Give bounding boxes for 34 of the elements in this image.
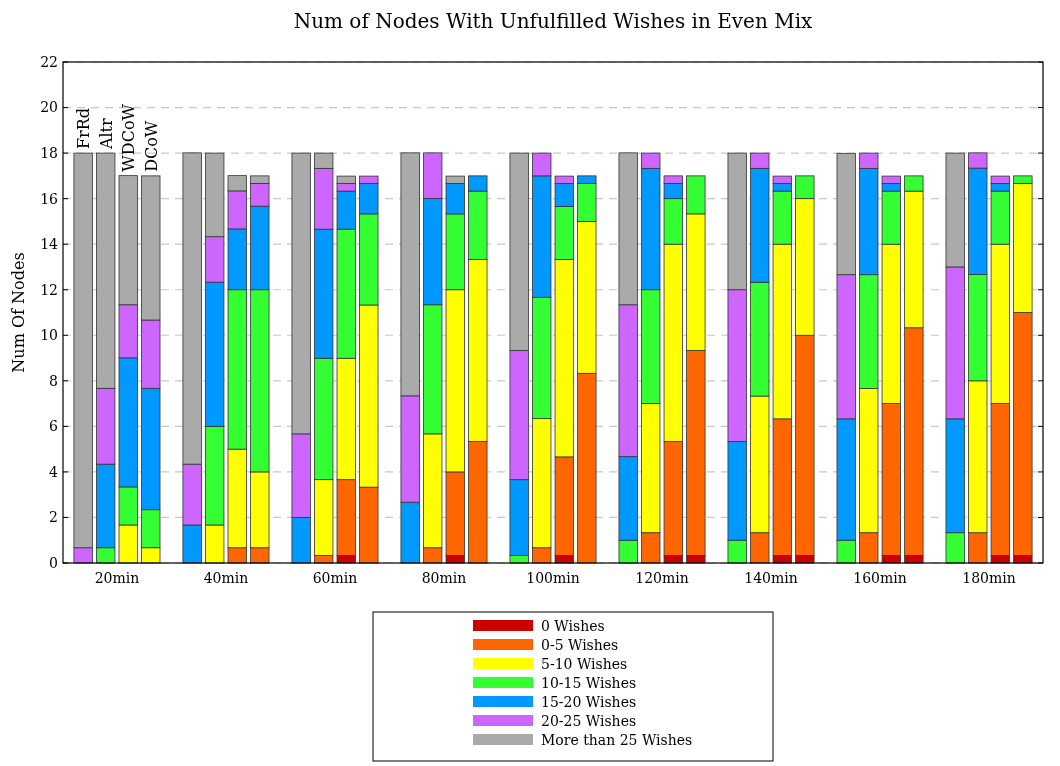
annotation: FrRd [74, 108, 94, 150]
x-tick-label: 160min [853, 570, 907, 586]
chart-title: Num of Nodes With Unfulfilled Wishes in Even Mix [293, 9, 814, 33]
y-tick-label: 10 [40, 327, 58, 344]
y-tick-label: 12 [40, 281, 58, 298]
x-tick-label: 40min [203, 570, 249, 586]
annotation: Altr [96, 117, 116, 151]
x-tick-label: 20min [94, 570, 140, 586]
y-tick-label: 4 [49, 463, 59, 480]
y-tick-label: 8 [49, 372, 58, 389]
legend-label: 15-20 Wishes [541, 693, 637, 710]
y-tick-label: 14 [40, 236, 59, 253]
y-tick-label: 0 [49, 554, 58, 571]
y-tick-label: 16 [40, 190, 59, 207]
x-tick-label: 180min [962, 570, 1016, 586]
legend-label: 0 Wishes [541, 617, 605, 634]
x-tick-label: 60min [312, 570, 358, 586]
x-tick-label: 100min [526, 570, 580, 586]
legend-label: 10-15 Wishes [541, 674, 637, 691]
y-tick-label: 18 [40, 144, 58, 161]
legend-label: More than 25 Wishes [541, 731, 693, 748]
y-axis-title: Num Of Nodes [9, 252, 28, 373]
y-tick-label: 2 [49, 509, 58, 526]
x-tick-label: 140min [744, 570, 798, 586]
legend-label: 20-25 Wishes [541, 712, 637, 729]
annotation: DCoW [141, 120, 161, 172]
y-tick-label: 22 [40, 53, 58, 70]
x-tick-label: 120min [635, 570, 689, 586]
legend-label: 0-5 Wishes [541, 636, 619, 653]
y-tick-label: 6 [49, 418, 59, 435]
annotation: WDCoW [119, 103, 139, 172]
legend-label: 5-10 Wishes [541, 655, 628, 672]
y-tick-label: 20 [40, 99, 58, 116]
x-tick-label: 80min [421, 570, 467, 586]
